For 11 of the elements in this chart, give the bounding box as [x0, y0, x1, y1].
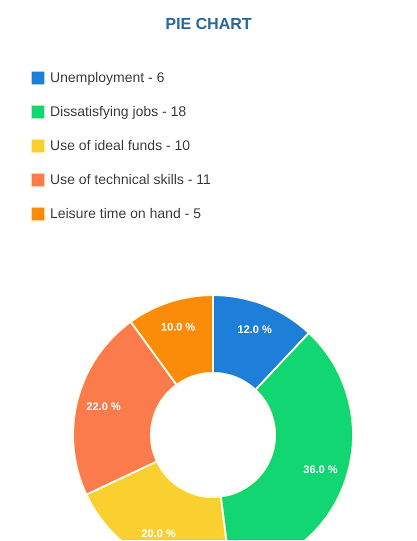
data-label: 22.0 %: [86, 400, 121, 413]
legend-label: Unemployment - 6: [50, 69, 165, 85]
legend-label: Use of ideal funds - 10: [50, 137, 190, 153]
data-label: 12.0 %: [237, 324, 272, 336]
legend-label: Dissatisfying jobs - 18: [50, 103, 186, 119]
data-label: 36.0 %: [303, 464, 338, 476]
data-label: 20.0 %: [141, 528, 176, 540]
legend-label: Leisure time on hand - 5: [50, 205, 202, 221]
chart-title: PIE CHART: [165, 16, 252, 33]
legend-label: Use of technical skills - 11: [50, 171, 212, 187]
data-label: 10.0 %: [160, 322, 196, 334]
